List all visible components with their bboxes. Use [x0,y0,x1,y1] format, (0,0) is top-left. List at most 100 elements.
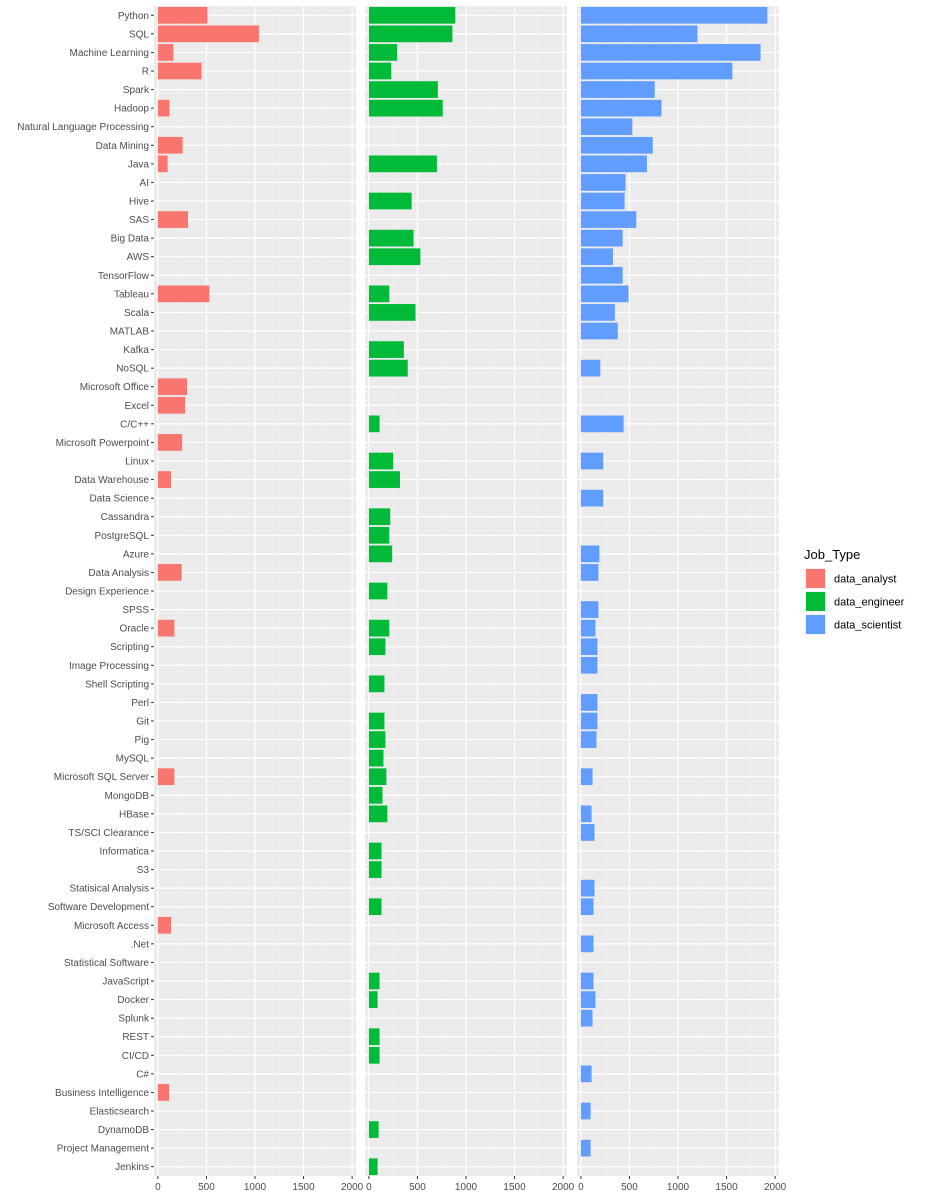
bar-data_analyst-SQL [157,25,259,43]
bar-data_scientist-Big Data [580,229,623,247]
bar-data_scientist-Python [580,6,768,24]
y-tick-label: DynamoDB [98,1125,149,1136]
bar-data_analyst-R [157,62,202,80]
legend-label-data_scientist: data_scientist [834,620,901,632]
bar-data_scientist-SQL [580,25,698,43]
bar-data_analyst-Microsoft Access [157,916,171,934]
bar-data_scientist-Java [580,155,647,173]
y-tick-label: Splunk [118,1014,150,1025]
x-tick-label: 500 [198,1182,215,1193]
y-tick-label: MATLAB [110,327,150,338]
bar-data_scientist-Data Science [580,489,604,507]
bar-data_engineer-Azure [368,545,393,563]
x-tick-label: 1500 [715,1182,738,1193]
bar-data_scientist-NoSQL [580,359,601,377]
y-tick-label: Microsoft Powerpoint [56,438,150,449]
bar-data_analyst-Microsoft Powerpoint [157,434,183,451]
y-tick-label: Azure [123,549,150,560]
bar-data_engineer-CI/CD [368,1046,380,1064]
bar-data_scientist-Pig [580,731,597,748]
bar-data_scientist-HBase [580,805,592,823]
y-tick-label: .Net [131,939,150,950]
x-tick-label: 1500 [292,1182,315,1193]
bar-data_scientist-TensorFlow [580,266,623,284]
bar-data_scientist-Natural Language Processing [580,118,633,136]
y-tick-label: Spark [123,85,150,96]
bar-data_engineer-HBase [368,805,388,823]
bar-data_scientist-Data Mining [580,136,653,154]
y-tick-label: Perl [131,698,149,709]
y-tick-label: Data Mining [96,141,149,152]
bar-data_scientist-Machine Learning [580,44,761,61]
bar-data_engineer-Data Warehouse [368,471,400,488]
bar-data_analyst-Java [157,155,168,173]
bar-data_engineer-NoSQL [368,359,408,377]
y-tick-label: MongoDB [105,791,150,802]
y-tick-label: HBase [119,809,149,820]
y-tick-label: Design Experience [65,587,149,598]
y-tick-label: Kafka [123,345,149,356]
y-axis: Python SQL Machine Learning R Spark Hadoop Nat… [17,11,154,1173]
y-tick-label: Data Warehouse [74,475,149,486]
bar-data_scientist-Image Processing [580,656,598,674]
x-tick-label: 2000 [764,1182,787,1193]
bar-data_engineer-Hadoop [368,99,443,117]
y-tick-label: JavaScript [102,977,149,988]
y-tick-label: TS/SCI Clearance [68,828,149,839]
bar-data_scientist-AI [580,174,626,191]
bar-data_engineer-MongoDB [368,786,383,804]
bar-data_scientist-Splunk [580,1009,593,1027]
bar-data_engineer-DynamoDB [368,1121,379,1138]
y-tick-label: Big Data [111,234,150,245]
x-axis-data_analyst: 0 500 1000 1500 2000 [155,1176,364,1193]
legend-swatch-data_analyst [806,569,825,588]
y-tick-label: Microsoft SQL Server [54,772,150,783]
legend-label-data_analyst: data_analyst [834,574,896,586]
bar-data_scientist-Perl [580,694,598,711]
bar-data_scientist-SPSS [580,601,599,618]
y-tick-label: AWS [127,252,150,263]
bar-data_scientist-Project Management [580,1139,591,1157]
bar-data_engineer-S3 [368,861,382,878]
legend-swatch-data_scientist [806,615,825,634]
y-tick-label: Docker [117,995,149,1006]
bar-data_analyst-Python [157,6,208,24]
bar-data_analyst-Data Mining [157,136,183,154]
bar-data_engineer-PostgreSQL [368,526,390,544]
legend-swatch-data_engineer [806,592,825,611]
bar-data_scientist-Linux [580,452,604,470]
bar-data_engineer-MySQL [368,749,384,767]
bar-data_engineer-Machine Learning [368,44,398,61]
bar-data_engineer-Docker [368,991,378,1008]
bar-data_engineer-Shell Scripting [368,675,385,693]
bar-data_scientist-Hive [580,192,625,210]
legend-title: Job_Type [804,547,860,562]
bar-data_engineer-Spark [368,81,438,98]
y-tick-label: Microsoft Office [80,382,150,393]
bar-data_scientist-Software Development [580,898,594,916]
y-tick-label: Data Science [90,494,150,505]
bar-data_scientist-SAS [580,211,637,228]
series-data_engineer [368,6,456,1176]
y-tick-label: SAS [129,215,149,226]
y-tick-label: Informatica [100,847,150,858]
x-tick-label: 1000 [244,1182,267,1193]
y-tick-label: SQL [129,29,149,40]
y-tick-label: Elasticsearch [90,1107,149,1118]
y-tick-label: Jenkins [115,1162,149,1173]
y-tick-label: Project Management [57,1144,149,1155]
bar-data_scientist-Scala [580,304,615,321]
y-tick-label: Tableau [114,289,149,300]
x-tick-label: 1000 [455,1182,478,1193]
bar-data_scientist-Data Analysis [580,564,599,581]
bar-data_analyst-Data Warehouse [157,471,171,488]
bar-data_scientist-Hadoop [580,99,662,117]
x-tick-label: 1000 [667,1182,690,1193]
bar-data_analyst-Tableau [157,285,210,303]
bar-data_engineer-Kafka [368,341,404,358]
bar-data_engineer-SQL [368,25,453,43]
bar-data_engineer-Software Development [368,898,382,916]
bar-data_scientist-Microsoft SQL Server [580,768,593,786]
bar-data_scientist-Elasticsearch [580,1102,591,1120]
y-tick-label: REST [122,1032,149,1043]
